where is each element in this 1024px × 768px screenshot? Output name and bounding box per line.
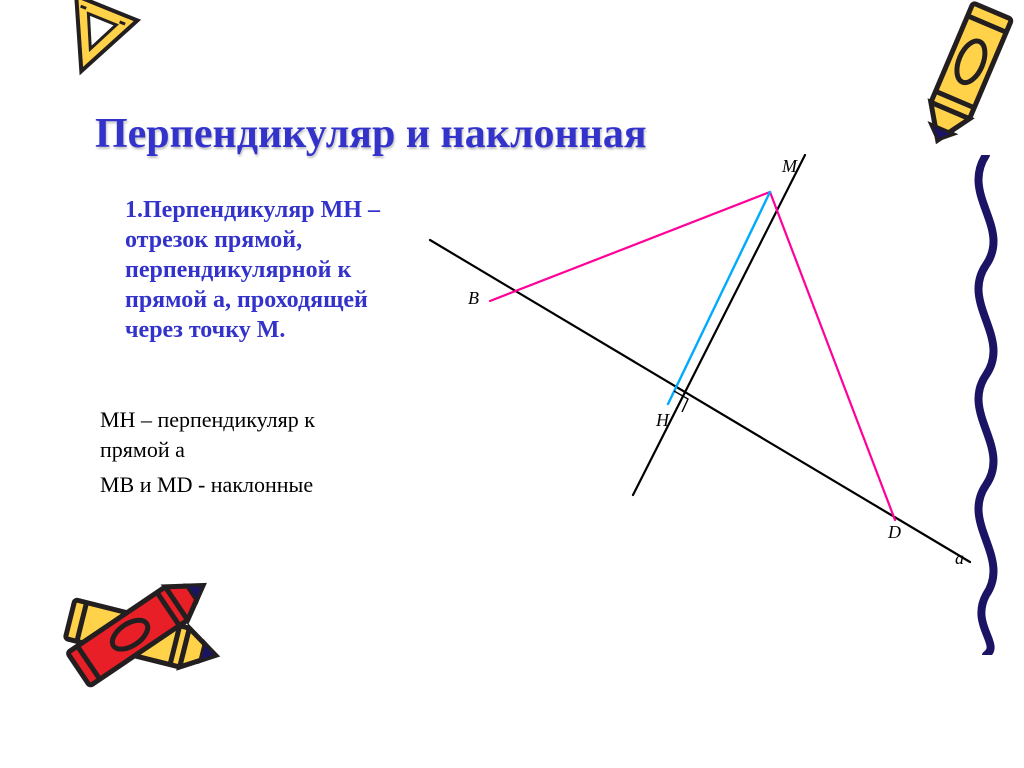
label-a: a xyxy=(955,548,964,568)
label-b: B xyxy=(468,288,479,308)
label-d: D xyxy=(887,522,901,542)
decor-triangle-top-left xyxy=(45,0,145,100)
segment-mb xyxy=(490,192,770,301)
label-m: M xyxy=(781,156,798,176)
definition-text: 1.Перпендикуляр МН – отрезок прямой, пер… xyxy=(125,195,415,345)
geometry-diagram: M B H Da xyxy=(410,150,990,590)
sub-text-2: МВ и МD - наклонные xyxy=(100,470,390,500)
slide: Перпендикуляр и наклонная 1.Перпендикуля… xyxy=(0,0,1024,768)
label-h: H xyxy=(655,410,670,430)
segment-md xyxy=(770,192,895,520)
segment-mh xyxy=(668,192,770,404)
diagram-svg: M B H Da xyxy=(410,150,990,590)
sub-text-1: МН – перпендикуляр к прямой а xyxy=(100,405,390,464)
line-a xyxy=(430,240,970,562)
decor-crayons-bottom-left xyxy=(36,548,266,728)
line-through-h xyxy=(633,155,805,495)
